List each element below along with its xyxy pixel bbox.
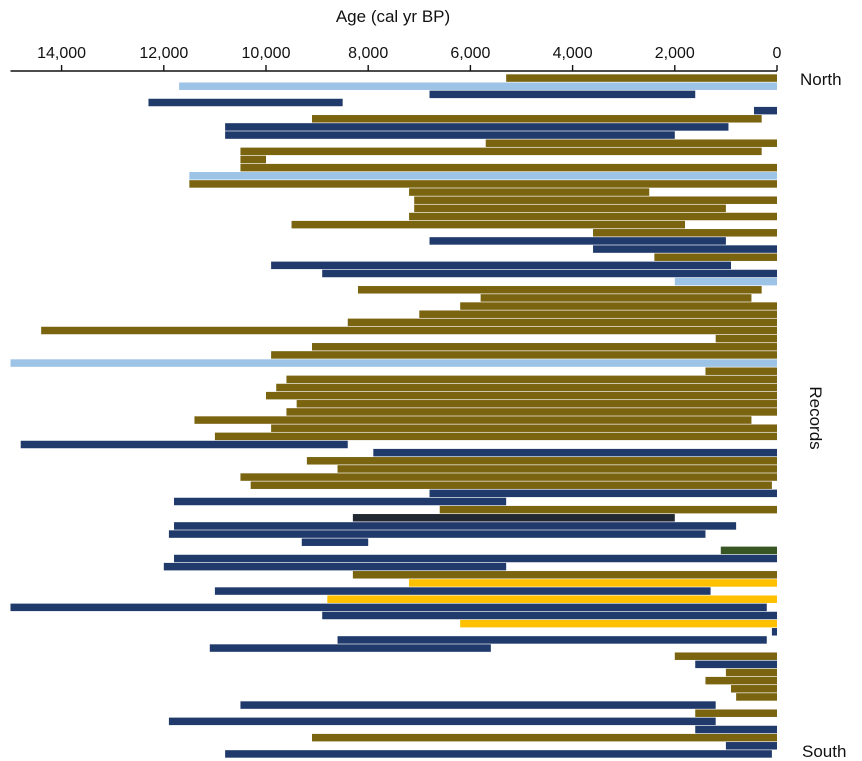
record-bar <box>311 733 777 742</box>
record-bar <box>10 603 767 612</box>
x-tick-label: 14,000 <box>37 45 86 62</box>
record-bar <box>306 457 777 465</box>
record-bar <box>674 277 777 286</box>
record-bar <box>352 571 777 579</box>
record-bar <box>731 685 777 693</box>
record-bar <box>460 302 777 310</box>
record-bar <box>695 725 777 734</box>
record-bar <box>240 147 762 156</box>
record-bar <box>409 212 777 221</box>
record-bar <box>225 123 729 131</box>
x-tick-label: 0 <box>773 45 782 62</box>
north-label: North <box>800 70 842 89</box>
record-bar <box>240 155 266 164</box>
record-bar <box>771 628 777 636</box>
record-bar <box>736 693 777 701</box>
record-bar <box>296 400 777 408</box>
record-bar <box>352 514 675 522</box>
record-bar <box>301 538 369 546</box>
record-bar <box>695 660 777 669</box>
record-bar <box>725 742 777 750</box>
record-bar <box>225 131 675 139</box>
record-bar <box>209 644 491 652</box>
record-bar <box>705 676 777 685</box>
record-bar <box>168 717 716 726</box>
x-axis-title: Age (cal yr BP) <box>336 7 450 26</box>
record-bar <box>311 343 777 351</box>
record-bar <box>439 505 777 514</box>
record-bar <box>429 237 726 245</box>
record-bar <box>189 172 778 180</box>
record-bar <box>695 709 777 717</box>
record-bar <box>337 465 777 473</box>
x-tick-label: 10,000 <box>242 45 291 62</box>
record-bar <box>174 497 507 506</box>
record-bar <box>250 481 772 489</box>
x-tick-label: 2,000 <box>655 45 695 62</box>
record-bar <box>148 98 343 107</box>
record-bar <box>725 668 777 677</box>
record-bar <box>414 196 777 204</box>
record-bar <box>754 106 777 115</box>
record-bar <box>327 595 777 603</box>
record-bar <box>179 82 777 90</box>
record-bar <box>20 440 348 449</box>
x-tick-label: 4,000 <box>553 45 593 62</box>
south-label: South <box>802 742 846 761</box>
record-bar <box>286 375 777 384</box>
x-axis-ticks: 14,000 12,000 10,000 8,000 6,000 4,000 2,000 0 <box>37 45 782 71</box>
record-bar <box>506 74 777 82</box>
record-bar <box>291 220 686 229</box>
record-bar <box>225 750 772 758</box>
x-tick-label: 12,000 <box>139 45 188 62</box>
record-bar <box>485 139 777 147</box>
record-bar <box>429 90 696 99</box>
record-bar <box>654 253 777 261</box>
record-bar <box>163 562 507 571</box>
record-bar <box>373 448 777 457</box>
x-tick-label: 6,000 <box>450 45 490 62</box>
record-bar <box>240 473 777 481</box>
record-bar <box>429 489 777 498</box>
record-bar <box>174 522 737 530</box>
record-bar <box>409 188 650 196</box>
record-bar <box>460 619 777 628</box>
record-bar <box>174 554 777 563</box>
record-bar <box>240 701 716 709</box>
record-bar <box>593 229 777 237</box>
record-bar <box>276 383 777 392</box>
record-bar <box>705 367 777 375</box>
record-bar <box>347 318 777 327</box>
record-bar <box>357 286 762 294</box>
record-bar <box>409 579 777 587</box>
record-bar <box>286 408 777 416</box>
record-bar <box>419 310 777 318</box>
record-bar <box>593 245 777 253</box>
record-bar <box>214 432 777 441</box>
record-bar <box>271 261 732 270</box>
record-bar <box>10 359 777 367</box>
record-bar <box>240 163 777 172</box>
record-bar <box>194 416 752 424</box>
record-bar <box>214 587 711 595</box>
record-bar <box>271 424 777 432</box>
record-bars <box>10 74 778 758</box>
record-bar <box>271 351 777 359</box>
record-bar <box>41 326 778 335</box>
record-bar <box>322 611 777 620</box>
record-bar <box>266 391 777 400</box>
record-bar <box>168 530 706 538</box>
record-bar <box>189 180 778 188</box>
record-bar <box>311 115 762 123</box>
record-bar <box>414 204 726 213</box>
record-bar <box>715 334 777 343</box>
record-bar <box>322 269 777 278</box>
y-axis-title: Records <box>806 386 825 449</box>
record-bar <box>337 636 767 644</box>
record-bar <box>720 546 777 555</box>
x-tick-label: 8,000 <box>348 45 388 62</box>
record-bar <box>480 294 752 302</box>
record-bar <box>674 652 777 660</box>
